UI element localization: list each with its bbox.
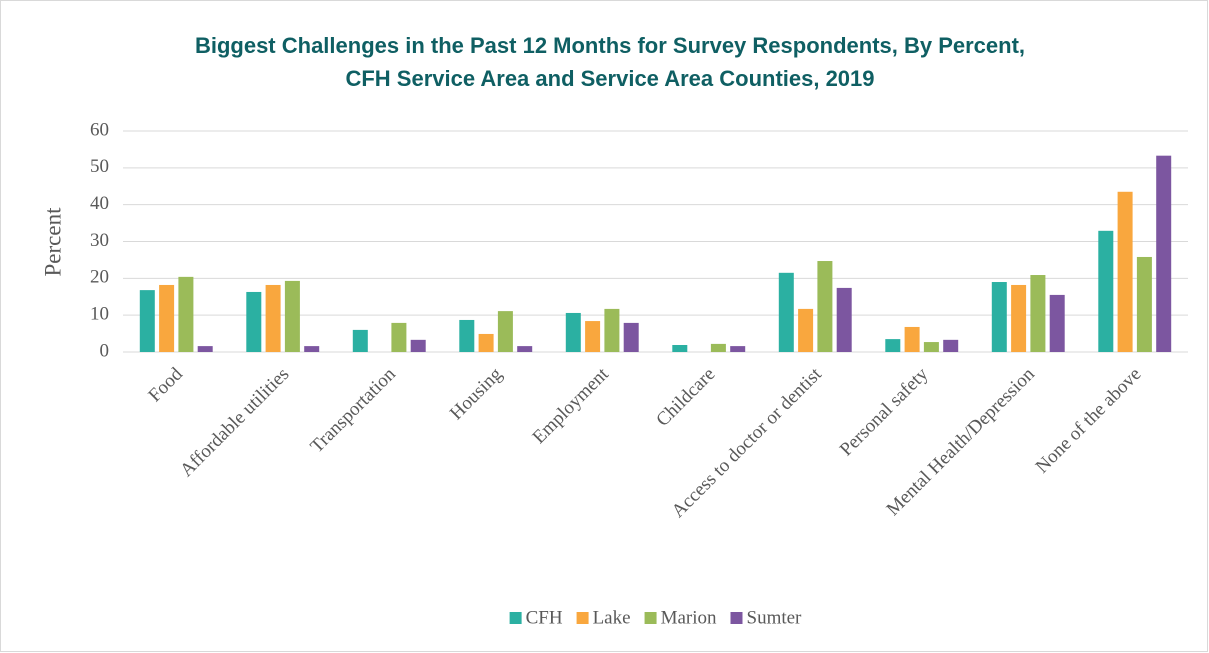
bar [778, 272, 794, 352]
legend-label: Marion [661, 607, 717, 628]
bar [1049, 294, 1065, 352]
bar [836, 287, 852, 352]
y-tick-label: 60 [90, 119, 109, 140]
bar [923, 342, 939, 352]
legend-swatch [730, 612, 743, 624]
legend-swatch [644, 612, 657, 624]
bar [1156, 155, 1172, 352]
bar [265, 284, 281, 352]
bar [197, 346, 213, 352]
bar [991, 282, 1007, 352]
bar [885, 339, 901, 352]
y-tick-label: 50 [90, 156, 109, 177]
bar [1011, 284, 1027, 352]
y-tick-label: 20 [90, 267, 109, 288]
y-tick-label: 40 [90, 193, 109, 214]
bar [459, 319, 475, 352]
bar [1030, 275, 1046, 352]
y-tick-label: 10 [90, 304, 109, 325]
legend-label: Sumter [747, 607, 803, 628]
bar [352, 329, 368, 352]
bar [623, 322, 639, 352]
legend-label: Lake [593, 607, 631, 628]
bar [410, 339, 426, 352]
bar [139, 290, 155, 352]
bar [565, 312, 581, 352]
bar [1098, 230, 1114, 352]
bar [284, 280, 300, 352]
bar [478, 333, 494, 352]
bar [1136, 256, 1152, 352]
bar [817, 261, 833, 352]
bar [159, 284, 175, 352]
bar [798, 308, 814, 352]
bar [304, 346, 320, 352]
bar [246, 291, 262, 352]
bar [178, 276, 194, 352]
chart-title: CFH Service Area and Service Area Counti… [345, 66, 874, 91]
bar [943, 339, 959, 352]
bar [391, 322, 407, 352]
bar [730, 346, 746, 352]
bar [1117, 191, 1133, 352]
bar [710, 343, 726, 352]
bar [517, 346, 533, 352]
y-tick-label: 0 [100, 340, 110, 361]
legend-swatch [576, 612, 589, 624]
bar [585, 321, 601, 352]
bar [904, 326, 920, 352]
bar [604, 308, 620, 352]
y-tick-label: 30 [90, 230, 109, 251]
chart-title: Biggest Challenges in the Past 12 Months… [195, 33, 1025, 58]
bar [497, 311, 513, 352]
y-axis-label: Percent [40, 207, 65, 277]
legend-swatch [509, 612, 522, 624]
bar [672, 345, 688, 352]
legend-label: CFH [526, 607, 563, 628]
